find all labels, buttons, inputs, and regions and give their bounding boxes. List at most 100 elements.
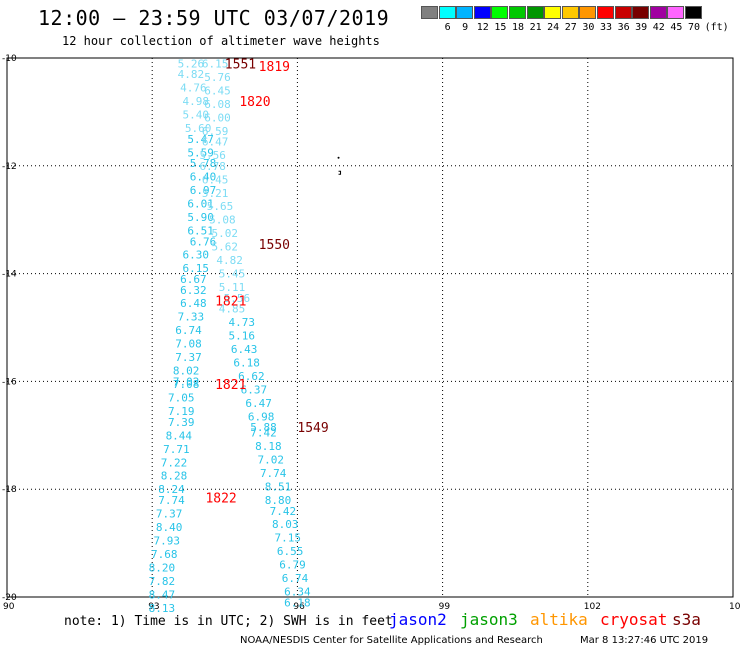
lat-label: -20	[2, 593, 17, 603]
legend-label: 6	[444, 22, 451, 33]
lat-label: -16	[2, 377, 17, 387]
swh-value: 8.20	[149, 561, 176, 574]
legend-swatch	[509, 6, 526, 19]
swh-value: 4.76	[180, 82, 207, 95]
swh-value: 7.08	[175, 338, 202, 351]
swh-value: 8.28	[161, 470, 188, 483]
lon-label: 96	[293, 602, 305, 612]
legend-swatch	[491, 6, 509, 19]
swh-value: 8.44	[166, 429, 193, 442]
legend-label: 24	[547, 22, 560, 33]
footer-timestamp: Mar 8 13:27:46 UTC 2019	[580, 635, 709, 646]
swh-value: 6.62	[238, 370, 265, 383]
swh-value: 7.02	[258, 454, 285, 467]
legend-swatch	[561, 6, 579, 19]
swh-value: 6.67	[180, 273, 207, 286]
time-label: 1821	[215, 295, 246, 310]
swh-value: 6.01	[187, 198, 214, 211]
lon-label: 99	[439, 602, 451, 612]
legend-swatch	[632, 6, 650, 19]
legend-swatch	[614, 6, 632, 19]
legend-swatch	[667, 6, 685, 19]
swh-value: 6.59	[202, 125, 229, 138]
legend-unit: (ft)	[704, 22, 729, 33]
swh-value: 7.82	[149, 575, 176, 588]
map-frame	[6, 57, 734, 598]
swh-value: 8.51	[265, 481, 292, 494]
satellite-jason2: jason2	[389, 610, 447, 629]
swh-value: 5.60	[185, 122, 212, 135]
swh-value: 6.98	[248, 410, 275, 423]
legend-swatch	[421, 6, 438, 19]
lat-label: -18	[2, 485, 17, 495]
swh-value: 6.45	[202, 173, 229, 186]
swh-value: 7.05	[168, 392, 195, 405]
swh-value: 8.24	[158, 483, 185, 496]
swh-value: 7.39	[168, 416, 195, 429]
lon-label: 93	[148, 602, 159, 612]
legend-label: 45	[670, 22, 683, 33]
legend-swatch	[526, 6, 544, 19]
legend-label: 27	[564, 22, 577, 33]
lat-label: -12	[2, 162, 17, 172]
swh-value: 5.90	[187, 211, 214, 224]
legend-label: 9	[462, 22, 469, 33]
satellite-s3a: s3a	[672, 610, 701, 629]
swh-value: 7.37	[156, 507, 183, 520]
lat-label: -10	[2, 54, 17, 64]
swh-value: 5.47	[187, 133, 214, 146]
swh-value: 6.45	[204, 84, 231, 97]
swh-value: 5.76	[204, 71, 231, 84]
satellite-jason3: jason3	[460, 610, 518, 629]
swh-value: 7.37	[175, 351, 202, 364]
swh-value: 8.18	[255, 440, 282, 453]
swh-value: 8.80	[265, 494, 292, 507]
swh-value: 4.85	[219, 303, 246, 316]
lon-label: 90	[3, 602, 15, 612]
legend-swatch	[456, 6, 474, 19]
swh-value: 6.78	[199, 160, 226, 173]
swh-value: 6.48	[180, 297, 207, 310]
swh-value: 7.42	[270, 505, 297, 518]
swh-value: 6.18	[284, 596, 311, 609]
satellite-cryosat: cryosat	[600, 610, 668, 629]
time-label: 1549	[297, 421, 328, 436]
swh-value: 4.98	[183, 95, 210, 108]
page-title: 12:00 — 23:59 UTC 03/07/2019	[38, 6, 390, 30]
legend-label: 21	[529, 22, 542, 33]
legend-swatch	[579, 6, 597, 19]
swh-value: 6.79	[279, 559, 306, 572]
legend-label: 30	[582, 22, 595, 33]
lat-label: -14	[2, 270, 17, 280]
swh-value: 6.74	[282, 572, 309, 585]
legend-swatch	[438, 6, 456, 19]
swh-value: 7.68	[151, 548, 178, 561]
swh-value: 6.00	[204, 111, 231, 124]
swh-value: 6.15	[183, 262, 210, 275]
swh-value: 7.74	[260, 467, 287, 480]
swh-value: 6.55	[277, 545, 304, 558]
swh-value: 6.97	[190, 184, 217, 197]
time-label: 1550	[259, 238, 290, 253]
time-label: 1819	[259, 60, 290, 75]
legend-label: 39	[635, 22, 648, 33]
swh-value: 7.33	[178, 311, 205, 324]
legend-swatch	[649, 6, 667, 19]
swh-value: 6.51	[187, 224, 214, 237]
swh-value: 5.65	[207, 200, 234, 213]
footer-note: note: 1) Time is in UTC; 2) SWH is in fe…	[64, 614, 393, 629]
swh-value: 7.71	[163, 443, 190, 456]
swh-value: 6.34	[284, 586, 311, 599]
legend-label: 12	[476, 22, 489, 33]
time-label: 1551	[225, 57, 256, 72]
swh-value: 4.82	[178, 68, 205, 81]
swh-value: 7.93	[153, 534, 180, 547]
island-dot	[337, 156, 340, 159]
swh-value: 6.47	[202, 136, 229, 149]
legend-swatch	[597, 6, 614, 19]
legend-label: 18	[511, 22, 525, 33]
time-label: 1820	[239, 95, 270, 110]
swh-value: 5.59	[187, 146, 214, 159]
swh-value: 5.78	[190, 157, 217, 170]
